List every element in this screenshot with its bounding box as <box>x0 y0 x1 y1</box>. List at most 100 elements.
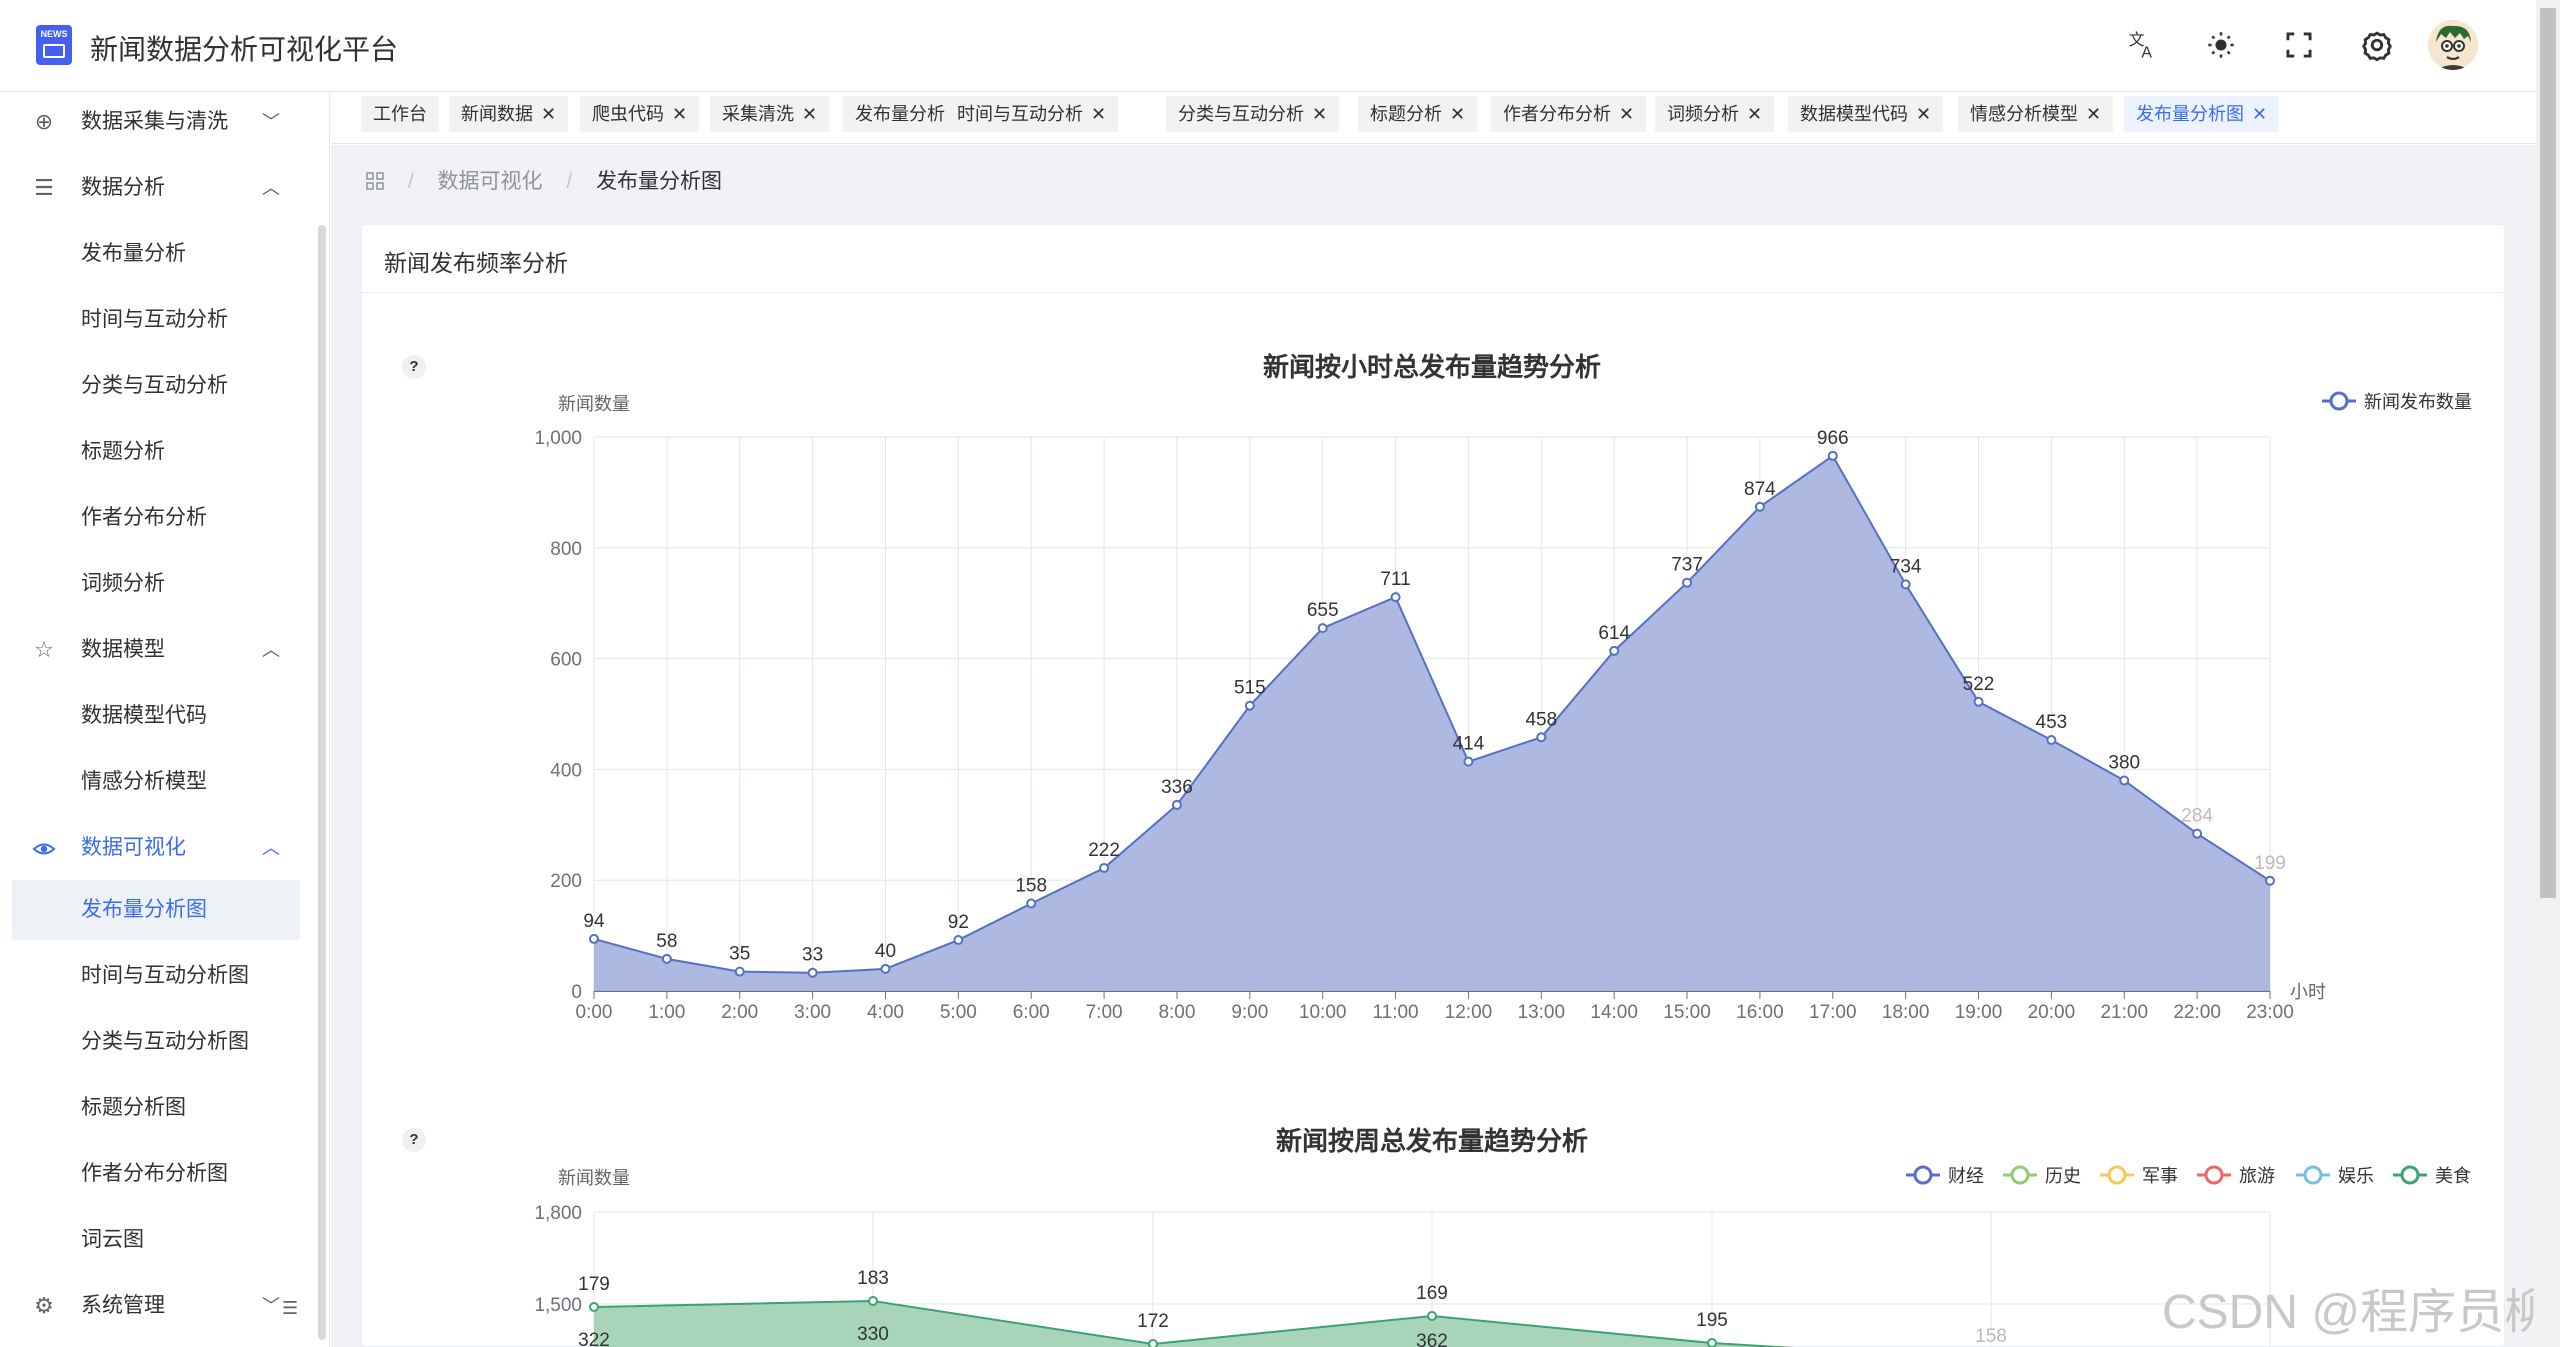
tab[interactable]: 数据模型代码 ✕ <box>1788 96 1944 132</box>
settings-icon[interactable] <box>2358 26 2396 64</box>
sidebar-item-model-code[interactable]: 数据模型代码 <box>81 704 207 727</box>
tab[interactable]: 分类与互动分析 ✕ <box>1166 96 1340 132</box>
tab[interactable]: 作者分布分析 ✕ <box>1491 96 1647 132</box>
tab[interactable]: 工作台 <box>361 96 439 132</box>
data-point[interactable] <box>1973 696 1984 707</box>
data-point[interactable] <box>880 963 891 974</box>
data-point[interactable] <box>1148 1339 1158 1347</box>
menu-group-data-analysis[interactable]: ☰ 数据分析 ︿ <box>0 158 310 218</box>
sidebar-item-title-analysis[interactable]: 标题分析 <box>81 440 165 463</box>
tab[interactable]: 发布量分析图 ✕ <box>2124 96 2280 132</box>
data-point[interactable] <box>1390 592 1401 603</box>
legend-item[interactable]: 美食 <box>2393 1165 2471 1186</box>
sidebar-item-time-interaction-analysis[interactable]: 时间与互动分析 <box>81 308 228 331</box>
legend-item[interactable]: 历史 <box>2003 1165 2081 1186</box>
data-point[interactable] <box>1682 577 1693 588</box>
breadcrumb-item[interactable]: 数据可视化 <box>437 170 543 193</box>
tab-label: 爬虫代码 <box>592 104 664 124</box>
data-point[interactable] <box>1463 756 1474 767</box>
data-point[interactable] <box>807 967 818 978</box>
tab[interactable]: 情感分析模型 ✕ <box>1958 96 2114 132</box>
data-point[interactable] <box>1707 1338 1717 1347</box>
data-label: 362 <box>1416 1331 1448 1347</box>
legend-item[interactable]: 军事 <box>2100 1165 2178 1186</box>
sidebar-item-category-analysis[interactable]: 分类与互动分析 <box>81 374 228 397</box>
data-point[interactable] <box>589 1302 599 1312</box>
data-point[interactable] <box>1827 450 1838 461</box>
sidebar-item-author-analysis[interactable]: 作者分布分析 <box>81 506 207 529</box>
data-point[interactable] <box>1026 898 1037 909</box>
data-point[interactable] <box>1099 863 1110 874</box>
close-icon[interactable]: ✕ <box>1619 104 1635 124</box>
data-label: 711 <box>1380 569 1410 590</box>
tab[interactable]: 词频分析 ✕ <box>1655 96 1775 132</box>
tab[interactable]: 采集清洗 ✕ <box>710 96 830 132</box>
legend-item[interactable]: 旅游 <box>2197 1165 2275 1186</box>
close-icon[interactable]: ✕ <box>2252 104 2268 124</box>
sidebar-scrollbar[interactable] <box>318 225 326 1340</box>
data-point[interactable] <box>868 1296 878 1306</box>
menu-group-system-management[interactable]: ⚙ 系统管理 ﹀ <box>0 1276 310 1336</box>
legend-label: 财经 <box>1948 1166 1984 1186</box>
data-point[interactable] <box>2046 735 2057 746</box>
data-point[interactable] <box>953 935 964 946</box>
sidebar-item-sentiment-model[interactable]: 情感分析模型 <box>81 770 207 793</box>
legend-item[interactable]: 新闻发布数量 <box>2322 391 2472 412</box>
data-point[interactable] <box>2265 875 2275 886</box>
menu-group-data-model[interactable]: ☆ 数据模型 ︿ <box>0 620 310 680</box>
sidebar-item-publish-chart[interactable]: 发布量分析图 <box>12 880 300 940</box>
data-point[interactable] <box>1244 700 1255 711</box>
menu-group-data-collection[interactable]: ⊕ 数据采集与清洗 ﹀ <box>0 92 310 152</box>
data-point[interactable] <box>1171 799 1182 810</box>
data-point[interactable] <box>734 966 745 977</box>
close-icon[interactable]: ✕ <box>802 104 818 124</box>
close-icon[interactable]: ✕ <box>1747 104 1763 124</box>
fullscreen-icon[interactable] <box>2280 26 2318 64</box>
menu-group-data-visualization[interactable]: 数据可视化 ︿ <box>0 818 310 878</box>
sidebar: ⊕ 数据采集与清洗 ﹀ ☰ 数据分析 ︿ 发布量分析 时间与互动分析 分类与互动… <box>0 92 330 1347</box>
tab[interactable]: 时间与互动分析 ✕ <box>945 96 1119 132</box>
close-icon[interactable]: ✕ <box>1312 104 1328 124</box>
data-point[interactable] <box>2192 828 2203 839</box>
close-icon[interactable]: ✕ <box>541 104 557 124</box>
close-icon[interactable]: ✕ <box>2086 104 2102 124</box>
sidebar-item-author-chart[interactable]: 作者分布分析图 <box>81 1162 228 1185</box>
help-icon[interactable]: ? <box>402 355 426 379</box>
sidebar-item-title-chart[interactable]: 标题分析图 <box>81 1096 186 1119</box>
user-avatar[interactable] <box>2428 20 2478 70</box>
help-icon[interactable]: ? <box>402 1128 426 1152</box>
data-point[interactable] <box>589 933 599 944</box>
data-point[interactable] <box>1317 623 1328 634</box>
sidebar-item-publish-analysis[interactable]: 发布量分析 <box>81 242 186 265</box>
tab[interactable]: 新闻数据 ✕ <box>449 96 569 132</box>
theme-icon[interactable] <box>2202 26 2240 64</box>
data-point[interactable] <box>1536 732 1547 743</box>
data-point[interactable] <box>1900 579 1911 590</box>
tab-label: 时间与互动分析 <box>957 104 1083 124</box>
data-point[interactable] <box>2119 775 2130 786</box>
legend-item[interactable]: 财经 <box>1906 1165 1984 1186</box>
close-icon[interactable]: ✕ <box>1450 104 1466 124</box>
close-icon[interactable]: ✕ <box>1916 104 1932 124</box>
sidebar-item-word-cloud[interactable]: 词云图 <box>81 1228 144 1251</box>
close-icon[interactable]: ✕ <box>1091 104 1107 124</box>
legend-item[interactable]: 娱乐 <box>2296 1165 2374 1186</box>
close-icon[interactable]: ✕ <box>672 104 688 124</box>
collapse-sidebar-icon[interactable]: ☰ <box>282 1298 299 1318</box>
sidebar-item-word-frequency[interactable]: 词频分析 <box>81 572 165 595</box>
data-label: 515 <box>1234 678 1266 699</box>
page-scrollbar-thumb[interactable] <box>2540 8 2556 898</box>
sidebar-item-category-chart[interactable]: 分类与互动分析图 <box>81 1030 249 1053</box>
tab[interactable]: 爬虫代码 ✕ <box>580 96 700 132</box>
data-point[interactable] <box>1609 645 1620 656</box>
tab[interactable]: 标题分析 ✕ <box>1358 96 1478 132</box>
eye-icon <box>30 818 58 878</box>
sidebar-item-time-interaction-chart[interactable]: 时间与互动分析图 <box>81 964 249 987</box>
chevron-up-icon: ︿ <box>262 640 280 660</box>
chart-title: 新闻按小时总发布量趋势分析 <box>1263 352 1601 382</box>
data-point[interactable] <box>1754 501 1765 512</box>
data-point[interactable] <box>661 953 672 964</box>
data-point[interactable] <box>1427 1311 1437 1321</box>
grid-icon[interactable] <box>366 170 390 193</box>
